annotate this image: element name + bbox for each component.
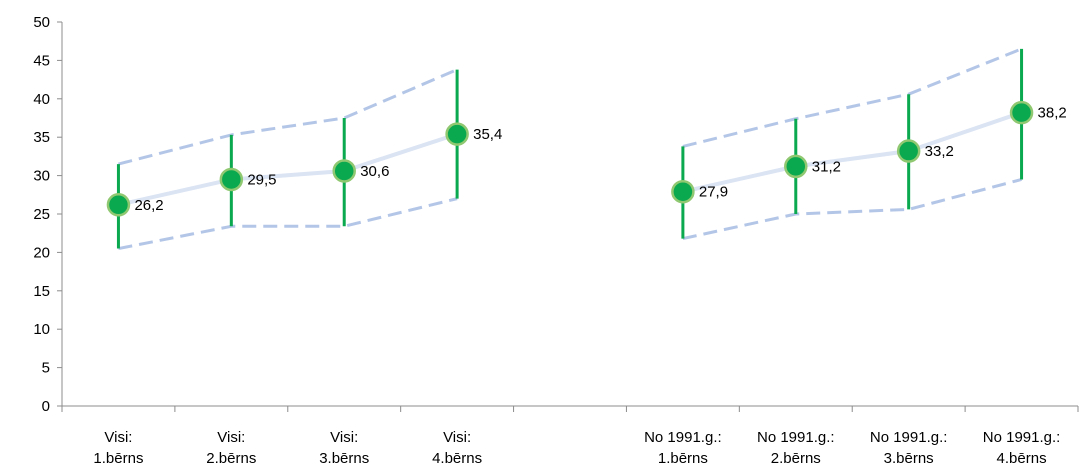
data-point <box>445 122 469 146</box>
x-tick-label: Visi: 3.bērns <box>319 429 369 467</box>
y-tick-label: 15 <box>33 283 50 300</box>
x-tick-labels: Visi: 1.bērns Visi: 2.bērns Visi: 3.bērns Visi… <box>93 429 1060 467</box>
data-point <box>1009 100 1034 125</box>
mean-line <box>118 132 458 207</box>
y-tick-label: 10 <box>33 321 50 338</box>
data-label: 38,2 <box>1038 105 1067 122</box>
data-point <box>896 139 921 163</box>
data-point <box>784 154 808 179</box>
data-label: 27,9 <box>699 184 728 201</box>
y-tick-label: 35 <box>33 129 50 146</box>
data-label: 29,5 <box>247 171 276 188</box>
x-tick-label: No 1991.g.: 3.bērns <box>870 429 948 467</box>
data-point <box>332 159 356 183</box>
lower-band-line <box>118 197 458 251</box>
x-tick-label: Visi: 2.bērns <box>206 429 256 467</box>
x-tick-label: Visi: 1.bērns <box>93 429 143 467</box>
x-tick-label: No 1991.g.: 4.bērns <box>983 429 1061 467</box>
y-tick-label: 40 <box>33 91 50 108</box>
y-tick-label: 45 <box>33 52 50 69</box>
data-label: 30,6 <box>360 163 389 180</box>
data-label: 26,2 <box>134 197 163 214</box>
upper-band-line <box>682 47 1023 148</box>
y-tick-label: 30 <box>33 168 50 185</box>
data-label: 31,2 <box>812 158 841 175</box>
data-point <box>671 179 695 204</box>
lower-band-line <box>682 177 1022 241</box>
upper-band-line <box>118 68 458 166</box>
data-point <box>106 193 131 217</box>
y-tick-label: 5 <box>42 360 50 377</box>
y-tick-label: 20 <box>33 244 50 261</box>
y-tick-label: 25 <box>33 206 50 223</box>
y-tick-label: 0 <box>42 398 50 415</box>
series: 26,2 29,5 30,6 35,4 27,9 31,2 33,2 38,2 <box>106 47 1067 251</box>
x-tick-label: Visi: 4.bērns <box>432 429 482 467</box>
x-tick-label: No 1991.g.: 2.bērns <box>757 429 835 467</box>
data-point <box>219 167 244 192</box>
axes <box>57 21 1079 412</box>
mean-line <box>682 110 1023 194</box>
data-label: 33,2 <box>925 143 954 160</box>
y-tick-label: 50 <box>33 14 50 31</box>
x-tick-label: No 1991.g.: 1.bērns <box>644 429 722 467</box>
y-tick-labels: 0 5 10 15 20 25 30 35 40 45 50 <box>33 14 50 415</box>
data-label: 35,4 <box>473 126 502 143</box>
